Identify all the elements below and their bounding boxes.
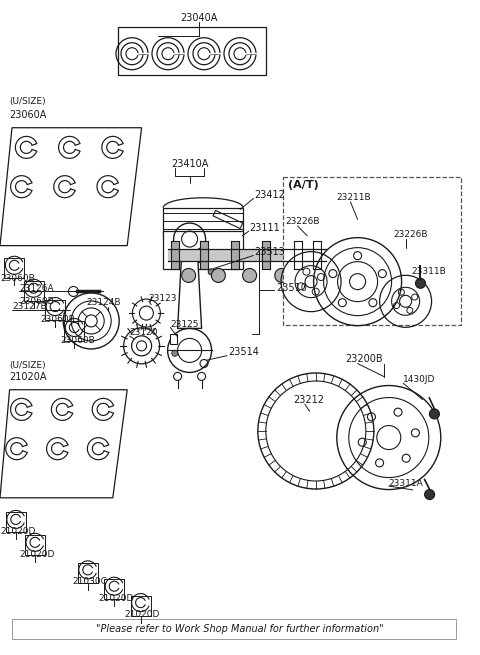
Bar	[118, 28, 265, 75]
Text: 23226B: 23226B	[286, 217, 320, 226]
Text: 21020D: 21020D	[125, 610, 160, 619]
Bar	[64, 320, 84, 341]
Text: 23412: 23412	[254, 190, 285, 200]
Bar	[168, 250, 326, 261]
Text: 23311B: 23311B	[411, 267, 446, 276]
Circle shape	[425, 489, 434, 500]
Bar	[283, 177, 461, 325]
Text: 23510: 23510	[276, 283, 307, 293]
Bar	[213, 210, 243, 229]
Text: 23060B: 23060B	[0, 274, 35, 283]
Text: 23060A: 23060A	[10, 109, 47, 120]
Bar	[313, 242, 321, 269]
Bar	[78, 563, 98, 583]
Text: 23120: 23120	[130, 328, 158, 337]
Bar	[170, 334, 177, 345]
Text: 23111: 23111	[250, 223, 280, 233]
Text: 23311A: 23311A	[389, 479, 423, 488]
Bar	[6, 512, 26, 533]
Text: (U/SIZE): (U/SIZE)	[10, 97, 46, 106]
Bar	[131, 595, 151, 616]
Bar	[4, 258, 24, 278]
Text: 23211B: 23211B	[336, 193, 371, 202]
Text: 23060B: 23060B	[19, 297, 54, 306]
Text: 23127B: 23127B	[12, 302, 47, 311]
Bar	[25, 535, 45, 555]
Text: 1430JD: 1430JD	[403, 375, 435, 384]
Polygon shape	[178, 255, 202, 328]
Circle shape	[172, 350, 178, 356]
Text: 21020D: 21020D	[19, 550, 55, 559]
Circle shape	[242, 269, 257, 282]
Bar	[163, 231, 243, 269]
Text: 21020D: 21020D	[98, 593, 134, 603]
Text: 23126A: 23126A	[19, 284, 54, 293]
Text: 23200B: 23200B	[346, 354, 383, 364]
Bar	[171, 242, 179, 269]
Text: 21020A: 21020A	[10, 371, 47, 382]
Text: 23060B: 23060B	[60, 336, 95, 345]
Text: 23125: 23125	[170, 320, 199, 329]
Text: 23060B: 23060B	[41, 315, 75, 324]
Bar	[163, 208, 243, 236]
Text: 21020D: 21020D	[0, 527, 36, 536]
Bar	[104, 579, 124, 599]
Text: 23410A: 23410A	[171, 159, 208, 169]
Bar	[231, 242, 239, 269]
Text: (A/T): (A/T)	[288, 179, 319, 190]
Circle shape	[208, 269, 214, 275]
Text: 23514: 23514	[228, 347, 259, 358]
Text: 23513: 23513	[254, 247, 285, 257]
Text: (U/SIZE): (U/SIZE)	[10, 361, 46, 370]
Bar	[45, 299, 65, 320]
Text: "Please refer to Work Shop Manual for further information": "Please refer to Work Shop Manual for fu…	[96, 624, 384, 634]
Bar	[200, 242, 208, 269]
Circle shape	[430, 409, 439, 419]
Circle shape	[275, 269, 289, 282]
Bar	[12, 619, 456, 639]
Circle shape	[416, 278, 425, 288]
Text: 23040A: 23040A	[180, 13, 218, 24]
Circle shape	[300, 269, 314, 282]
Circle shape	[181, 269, 196, 282]
Bar	[24, 281, 44, 301]
Circle shape	[211, 269, 226, 282]
Text: 23123: 23123	[149, 293, 177, 303]
Bar	[294, 242, 301, 269]
Text: 23226B: 23226B	[394, 230, 428, 239]
Text: 23124B: 23124B	[86, 298, 121, 307]
Bar	[263, 242, 270, 269]
Text: 23212: 23212	[293, 394, 324, 405]
Text: 21030C: 21030C	[72, 577, 107, 586]
